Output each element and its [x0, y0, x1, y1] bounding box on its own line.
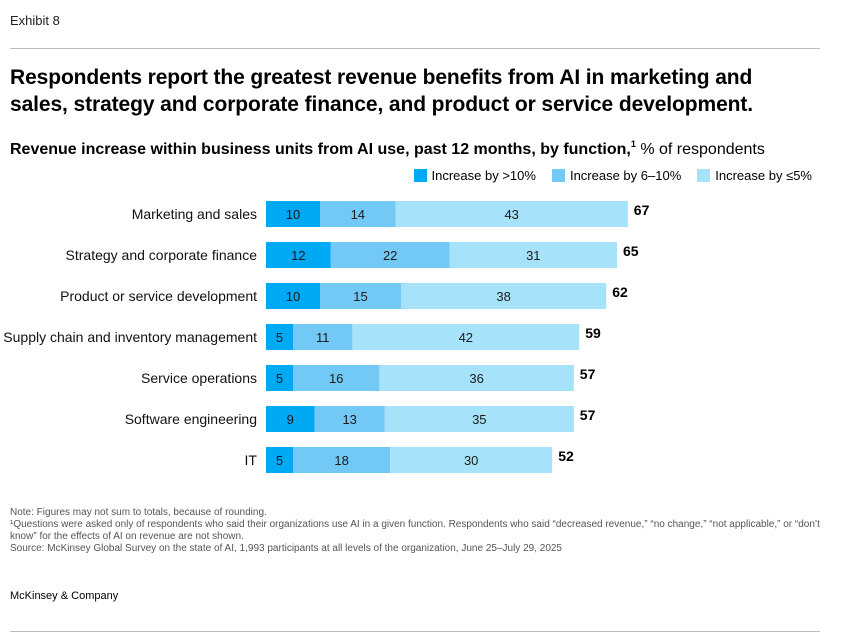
bar-segment-le5 — [384, 406, 574, 432]
bar-segment-6to10 — [314, 406, 385, 432]
segment-value-label: 5 — [276, 330, 283, 345]
bar-segment-gt10 — [266, 201, 320, 227]
segment-value-label: 10 — [286, 289, 300, 304]
total-value-label: 59 — [585, 325, 601, 341]
category-label: Software engineering — [125, 411, 257, 427]
bar-segment-6to10 — [320, 283, 401, 309]
legend-item-gt10: Increase by >10% — [413, 168, 536, 183]
category-label: Strategy and corporate finance — [66, 247, 258, 263]
exhibit-label: Exhibit 8 — [10, 13, 60, 28]
legend-label-le5: Increase by ≤5% — [715, 168, 812, 183]
bar-segment-le5 — [390, 447, 553, 473]
chart-notes: Note: Figures may not sum to totals, bec… — [10, 507, 820, 555]
segment-value-label: 10 — [286, 207, 300, 222]
segment-value-label: 18 — [334, 453, 348, 468]
chart-headline: Respondents report the greatest revenue … — [10, 66, 754, 116]
bar-segment-le5 — [401, 283, 607, 309]
stacked-bar-chart: Marketing and sales 10 14 43 67 Strategy and … — [3, 201, 650, 473]
bar-segment-le5 — [449, 242, 617, 268]
bar-segment-gt10 — [266, 447, 293, 473]
subtitle-main: Revenue increase within business units f… — [10, 141, 631, 158]
bar-segment-6to10 — [293, 365, 380, 391]
segment-value-label: 13 — [342, 412, 356, 427]
segment-value-label: 36 — [469, 371, 483, 386]
legend-label-gt10: Increase by >10% — [431, 168, 536, 183]
legend-item-6to10: Increase by 6–10% — [551, 168, 682, 183]
segment-value-label: 5 — [276, 371, 283, 386]
legend-label-6to10: Increase by 6–10% — [569, 168, 682, 183]
bar-segment-le5 — [395, 201, 628, 227]
bar-segment-6to10 — [330, 242, 450, 268]
bar-segment-gt10 — [266, 406, 315, 432]
segment-value-label: 12 — [291, 248, 305, 263]
legend: Increase by >10% Increase by 6–10% Incre… — [413, 168, 812, 183]
total-value-label: 62 — [612, 284, 628, 300]
note-text: Note: Figures may not sum to totals, bec… — [10, 507, 267, 518]
category-label: IT — [245, 452, 258, 468]
bar-segment-gt10 — [266, 324, 293, 350]
bar-segment-6to10 — [320, 201, 396, 227]
segment-value-label: 42 — [459, 330, 473, 345]
category-label: Product or service development — [60, 288, 257, 304]
segment-value-label: 38 — [496, 289, 510, 304]
segment-value-label: 14 — [351, 207, 365, 222]
legend-swatch-gt10 — [413, 169, 427, 182]
segment-value-label: 16 — [329, 371, 343, 386]
bar-segment-gt10 — [266, 242, 331, 268]
footnote-text: ¹Questions were asked only of respondent… — [10, 519, 820, 542]
category-label: Supply chain and inventory management — [3, 329, 257, 345]
total-value-label: 57 — [580, 407, 596, 423]
bar-segment-le5 — [352, 324, 580, 350]
legend-swatch-le5 — [697, 169, 711, 182]
legend-item-le5: Increase by ≤5% — [697, 168, 812, 183]
segment-value-label: 22 — [383, 248, 397, 263]
category-label: Service operations — [141, 370, 257, 386]
bar-segment-le5 — [379, 365, 574, 391]
segment-value-label: 35 — [472, 412, 486, 427]
segment-value-label: 11 — [316, 330, 330, 345]
brand-logo-text: McKinsey & Company — [10, 590, 119, 602]
chart-subtitle: Revenue increase within business units f… — [10, 139, 765, 159]
source-text: Source: McKinsey Global Survey on the st… — [10, 543, 562, 554]
segment-value-label: 15 — [353, 289, 367, 304]
segment-value-label: 5 — [276, 453, 283, 468]
legend-swatch-6to10 — [551, 169, 565, 182]
subtitle-footnote-marker: 1 — [630, 139, 636, 149]
total-value-label: 65 — [623, 243, 639, 259]
total-value-label: 67 — [634, 202, 650, 218]
bar-segment-6to10 — [293, 447, 391, 473]
category-label: Marketing and sales — [132, 206, 257, 222]
segment-value-label: 43 — [504, 207, 518, 222]
bar-segment-gt10 — [266, 283, 320, 309]
subtitle-unit: % of respondents — [635, 141, 765, 158]
segment-value-label: 9 — [287, 412, 294, 427]
total-value-label: 57 — [580, 366, 596, 382]
top-divider — [10, 48, 820, 49]
bar-segment-6to10 — [293, 324, 353, 350]
total-value-label: 52 — [558, 448, 574, 464]
bar-segment-gt10 — [266, 365, 293, 391]
segment-value-label: 30 — [464, 453, 478, 468]
bottom-divider — [10, 631, 820, 632]
segment-value-label: 31 — [526, 248, 540, 263]
